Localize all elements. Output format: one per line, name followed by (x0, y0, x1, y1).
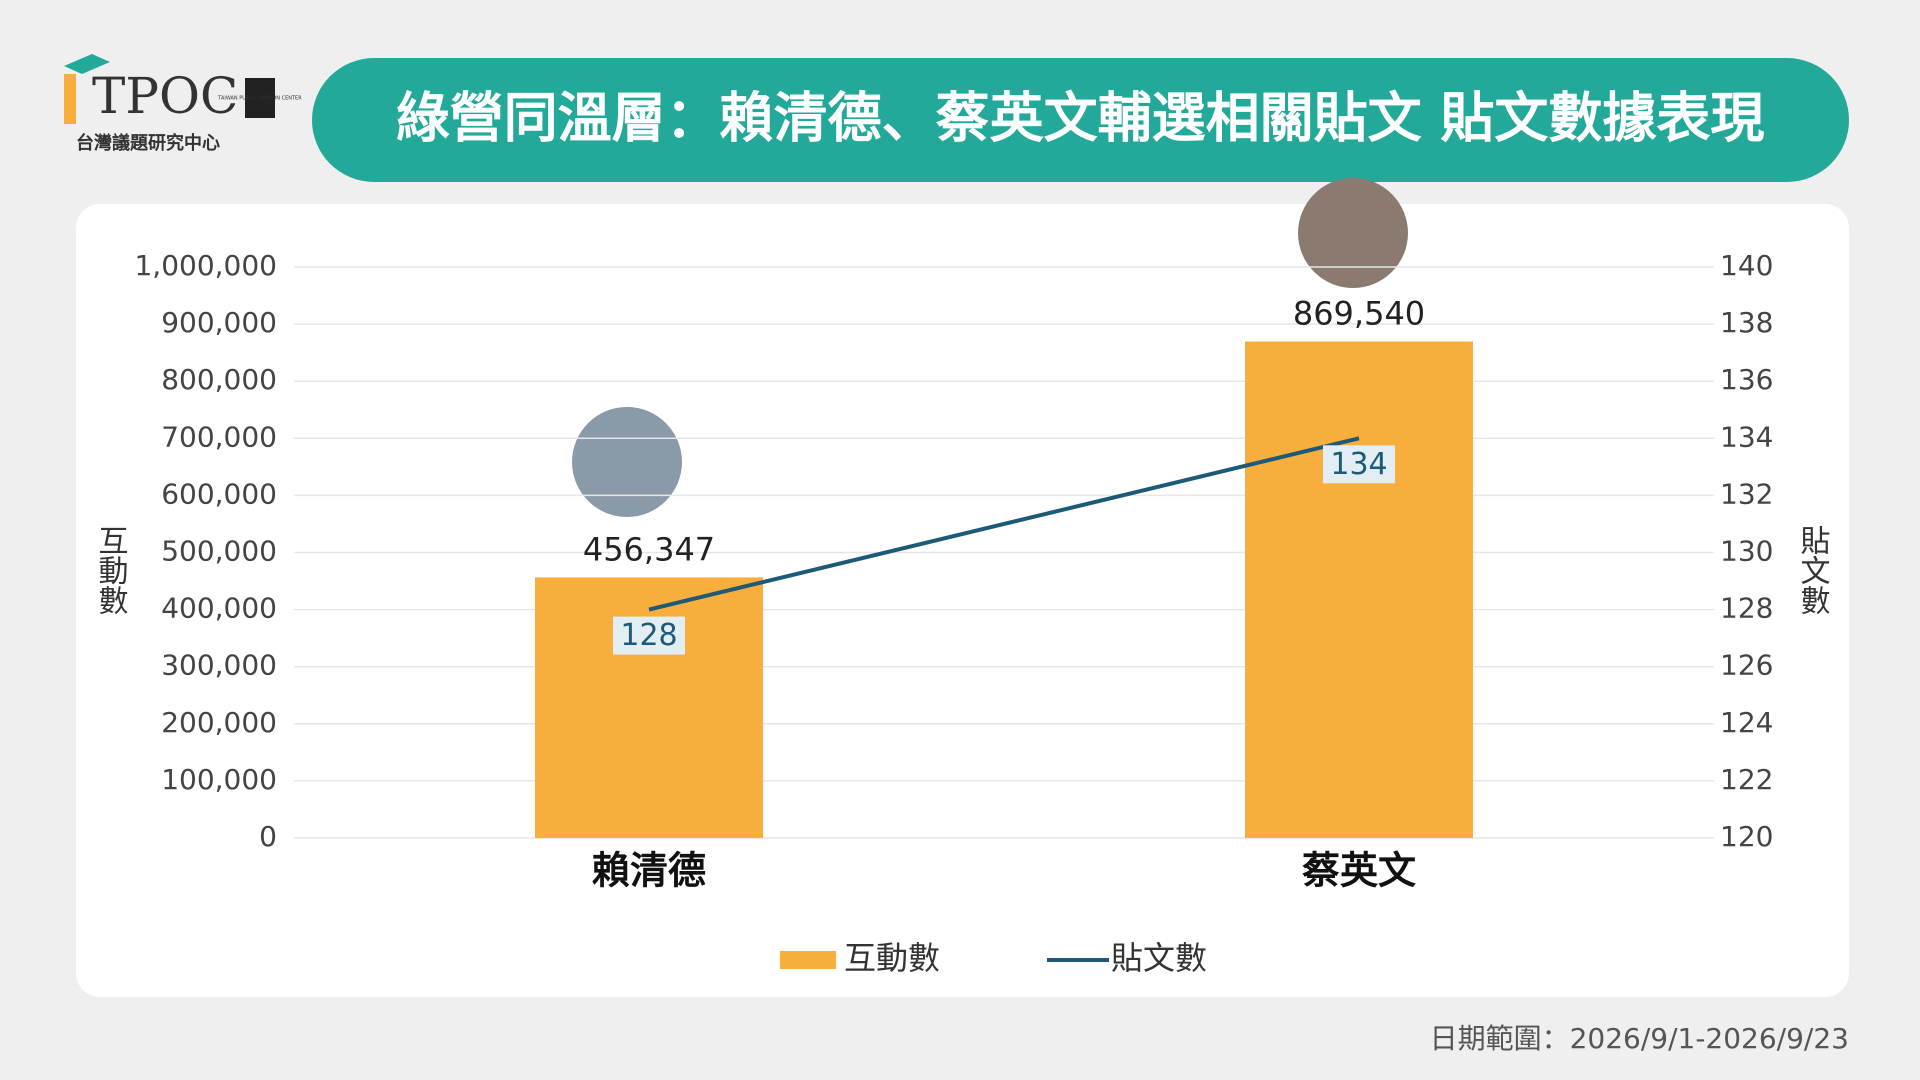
logo-shape (245, 78, 275, 118)
bar (1245, 341, 1473, 838)
title-pill (312, 58, 1849, 182)
y2-tick-label: 124 (1720, 706, 1773, 739)
y-tick-label: 100,000 (161, 763, 277, 796)
logo-subtitle: 台灣議題研究中心 (76, 132, 220, 154)
y2-tick-label: 140 (1720, 249, 1773, 282)
y2-tick-label: 132 (1720, 477, 1773, 510)
y2-tick-label: 126 (1720, 649, 1773, 682)
chart-card (76, 204, 1849, 997)
y-tick-label: 300,000 (161, 649, 277, 682)
data-label: 456,347 (583, 530, 715, 568)
legend-swatch (780, 951, 836, 969)
legend-label: 互動數 (844, 939, 940, 977)
y2-tick-label: 122 (1720, 763, 1773, 796)
y-tick-label: 0 (259, 820, 277, 853)
logo: TPOC TAIWAN PUBLIC OPINION CENTER 台灣議題研究… (64, 54, 302, 154)
y2-tick-label: 130 (1720, 535, 1773, 568)
line (648, 436, 1360, 612)
chart-title: 綠營同溫層：賴清德、蔡英文輔選相關貼文 貼文數據表現 (396, 87, 1765, 150)
data-label-box (1323, 445, 1395, 484)
y2-axis-label: 貼文數 (1795, 525, 1831, 615)
y-tick-label: 800,000 (161, 363, 277, 396)
y2-tick-label: 136 (1720, 363, 1773, 396)
photo (572, 407, 682, 517)
data-label: 128 (620, 618, 677, 653)
y-tick-label: 400,000 (161, 592, 277, 625)
data-label-box (613, 616, 685, 655)
photo (1298, 178, 1408, 288)
y-tick-label: 200,000 (161, 706, 277, 739)
logo-shape (64, 74, 76, 124)
y-tick-label: 900,000 (161, 306, 277, 339)
y2-tick-label: 128 (1720, 592, 1773, 625)
logo-small: TAIWAN PUBLIC OPINION CENTER (217, 96, 302, 102)
y-axis-label: 互動數 (93, 525, 128, 615)
bar (535, 577, 763, 838)
y2-tick-label: 134 (1720, 420, 1773, 453)
x-tick-label: 蔡英文 (1302, 849, 1416, 893)
y-tick-label: 600,000 (161, 477, 277, 510)
y-tick-label: 500,000 (161, 535, 277, 568)
data-label: 134 (1330, 447, 1387, 482)
legend-label: 貼文數 (1111, 939, 1207, 977)
y-tick-label: 700,000 (161, 420, 277, 453)
y-tick-label: 1,000,000 (134, 249, 277, 282)
data-label: 869,540 (1293, 294, 1425, 332)
y2-tick-label: 120 (1720, 820, 1773, 853)
footer: 日期範圍：2026/9/1-2026/9/23 (1430, 1022, 1849, 1055)
y2-tick-label: 138 (1720, 306, 1773, 339)
logo-shape (64, 54, 110, 74)
x-tick-label: 賴清德 (592, 849, 706, 893)
logo-text: TPOC (92, 67, 238, 125)
